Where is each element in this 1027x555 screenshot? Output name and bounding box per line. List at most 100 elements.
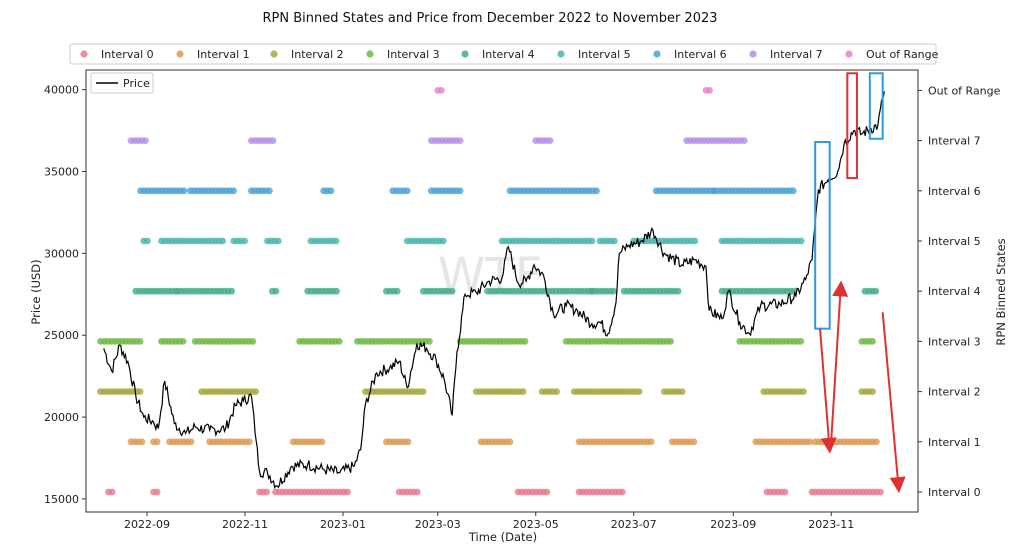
state-marker — [413, 488, 421, 496]
state-marker — [869, 388, 876, 395]
y-tick-label-right: Interval 3 — [928, 335, 981, 348]
state-marker — [153, 488, 161, 496]
state-marker — [790, 287, 798, 295]
legend-frame — [69, 43, 937, 65]
state-marker — [269, 137, 277, 145]
state-marker — [335, 338, 343, 345]
state-marker — [740, 137, 748, 145]
state-marker — [252, 388, 259, 395]
legend-marker — [176, 50, 184, 58]
state-marker — [249, 338, 257, 345]
state-marker — [519, 388, 527, 395]
state-marker — [136, 338, 144, 345]
state-marker — [426, 338, 433, 345]
annotation-arrow — [830, 280, 849, 441]
legend-marker — [270, 50, 278, 58]
state-marker — [546, 137, 554, 145]
state-marker — [333, 287, 340, 295]
state-marker — [344, 488, 351, 496]
watermark: WTF — [438, 248, 542, 304]
state-marker — [438, 87, 445, 94]
state-marker — [332, 237, 340, 245]
legend-marker — [749, 50, 757, 58]
state-marker — [327, 187, 335, 195]
state-marker — [806, 438, 814, 446]
state-marker — [245, 438, 253, 446]
annotation-arrow — [819, 328, 837, 454]
state-marker — [611, 237, 618, 245]
y-tick-label-right: Interval 0 — [928, 486, 981, 499]
x-tick-label: 2023-01 — [320, 518, 366, 531]
price-legend-frame — [90, 72, 154, 94]
y-axis-title-right: RPN Binned States — [994, 238, 1008, 345]
state-marker — [241, 237, 249, 245]
state-marker — [543, 488, 551, 496]
x-axis-title: Time (Date) — [468, 530, 537, 544]
state-marker — [228, 287, 236, 295]
state-marker — [691, 237, 699, 245]
x-tick-label: 2023-11 — [808, 518, 854, 531]
state-marker — [674, 287, 682, 295]
legend-marker — [366, 50, 374, 58]
y-tick-label-left: 25000 — [44, 329, 79, 342]
state-marker — [872, 287, 880, 295]
state-marker — [781, 488, 789, 496]
legend: Interval 0 Interval 1 Interval 2 Interval 3… — [69, 43, 939, 65]
legend-marker — [557, 50, 565, 58]
legend-label: Interval 0 — [101, 48, 154, 61]
state-marker — [789, 187, 797, 195]
x-tick-label: 2022-09 — [124, 518, 170, 531]
state-marker — [873, 438, 880, 446]
state-marker — [180, 187, 188, 195]
state-marker — [318, 438, 326, 446]
y-tick-label-right: Interval 6 — [928, 185, 981, 198]
y-tick-label-right: Interval 2 — [928, 386, 981, 399]
state-marker — [800, 388, 807, 395]
y-tick-label-left: 35000 — [44, 165, 79, 178]
y-tick-label-right: Interval 4 — [928, 285, 981, 298]
legend-label: Interval 2 — [291, 48, 344, 61]
legend-label: Interval 7 — [770, 48, 823, 61]
state-marker — [456, 137, 464, 145]
state-marker — [877, 488, 884, 496]
state-marker — [187, 438, 195, 446]
legend-label: Out of Range — [866, 48, 939, 61]
state-marker — [393, 287, 401, 295]
y-tick-label-right: Interval 5 — [928, 235, 981, 248]
chart-title: RPN Binned States and Price from Decembe… — [262, 11, 717, 26]
x-tick-label: 2023-07 — [611, 518, 657, 531]
state-marker — [521, 338, 529, 345]
price-legend-label: Price — [123, 77, 150, 90]
state-marker — [266, 187, 273, 195]
y-tick-label-left: 15000 — [44, 493, 79, 506]
state-marker — [869, 338, 876, 345]
legend-label: Interval 1 — [197, 48, 250, 61]
legend-label: Interval 5 — [578, 48, 631, 61]
annotation-box — [868, 72, 884, 140]
y-tick-label-right: Interval 7 — [928, 135, 981, 148]
legend-marker — [845, 50, 853, 58]
state-marker — [678, 388, 686, 395]
annotation-arrow — [881, 312, 906, 494]
state-marker — [553, 388, 560, 395]
annotation-box — [814, 141, 831, 330]
price-line — [103, 91, 885, 490]
y-tick-label-left: 40000 — [44, 84, 79, 97]
state-marker — [108, 488, 116, 496]
state-marker — [179, 338, 187, 345]
state-marker — [230, 187, 238, 195]
state-marker — [667, 338, 674, 345]
y-tick-label-right: Out of Range — [928, 84, 1001, 97]
state-marker — [647, 438, 655, 446]
legend-marker — [80, 50, 88, 58]
state-marker — [403, 187, 411, 195]
state-marker — [439, 237, 447, 245]
state-marker — [610, 287, 617, 295]
state-marker — [797, 237, 805, 245]
state-marker — [153, 438, 161, 446]
y-tick-label-right: Interval 1 — [928, 436, 981, 449]
y-tick-label-left: 30000 — [44, 247, 79, 260]
legend-marker — [461, 50, 469, 58]
state-marker — [706, 87, 713, 94]
